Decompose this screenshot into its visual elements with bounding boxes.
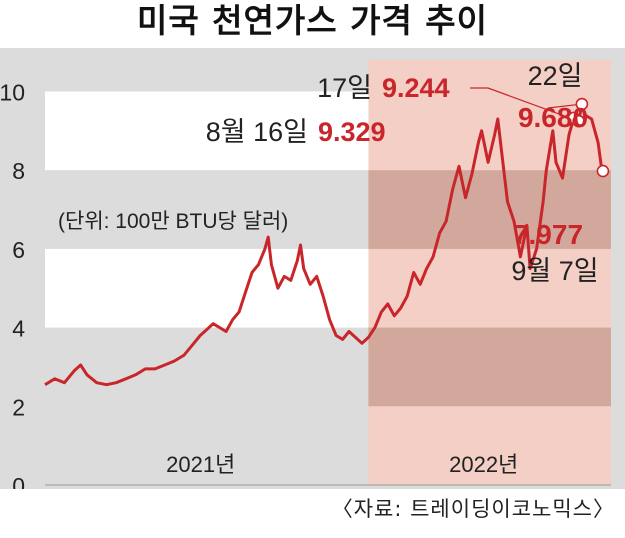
x-label: 2022년 — [449, 452, 518, 477]
marker-point-3 — [596, 164, 610, 178]
chart-title: 미국 천연가스 가격 추이 — [136, 1, 489, 40]
y-tick-label: 10 — [0, 79, 25, 105]
y-tick-label: 8 — [12, 158, 25, 184]
annotation-value: 9.329 — [318, 117, 386, 147]
source-note: 〈자료: 트레이딩이코노믹스〉 — [331, 497, 615, 521]
series-line — [44, 102, 605, 387]
y-tick-label: 2 — [12, 394, 25, 420]
highlight-band-1 — [368, 170, 611, 249]
chart-area: 0 2 4 6 8 10 2021년 2022년 (단위: 100만 BTU당 달러) 8월 16… — [0, 48, 625, 489]
marker-point-1 — [572, 114, 585, 128]
annotation-value: 7.977 — [513, 219, 583, 250]
unit-note: (단위: 100만 BTU당 달러) — [58, 210, 288, 233]
annotation-date: 8월 16일 — [206, 117, 308, 147]
x-label: 2021년 — [166, 452, 235, 477]
y-tick-label: 4 — [12, 316, 25, 342]
highlight-band-0 — [368, 327, 611, 407]
y-tick-label: 6 — [12, 237, 25, 263]
annotation-date: 9월 7일 — [511, 256, 598, 286]
annotation-date: 17일 — [317, 73, 372, 103]
y-tick-label: 0 — [12, 473, 25, 489]
annotation-value: 9.244 — [382, 73, 450, 103]
leader-17 — [470, 87, 579, 122]
line-chart: 0 2 4 6 8 10 2021년 2022년 (단위: 100만 BTU당 달러) 8월 16… — [0, 48, 625, 489]
annotation-date: 22일 — [528, 61, 583, 91]
marker-point-2 — [575, 97, 589, 111]
annotation-value: 9.680 — [518, 102, 588, 133]
